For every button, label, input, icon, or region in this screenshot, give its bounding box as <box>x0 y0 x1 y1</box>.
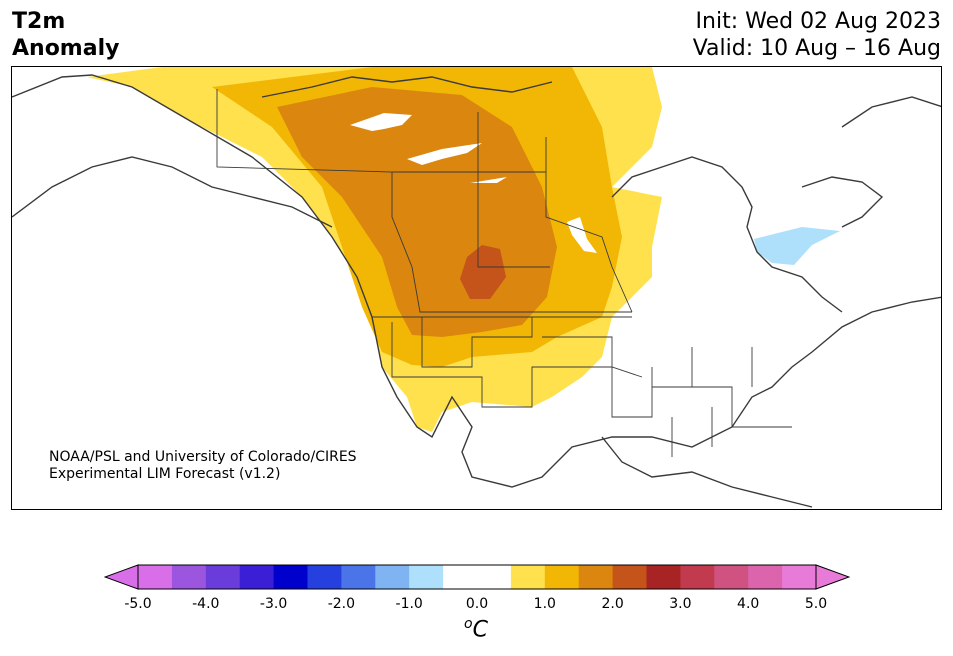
colorbar-segment <box>748 565 783 589</box>
colorbar <box>104 564 850 590</box>
great-slave-lake <box>407 143 482 165</box>
colorbar-segment <box>375 565 410 589</box>
colorbar-segment <box>680 565 715 589</box>
data-credit: NOAA/PSL and University of Colorado/CIRE… <box>49 449 357 483</box>
colorbar-outline <box>137 564 817 590</box>
colorbar-segment <box>205 565 241 589</box>
colorbar-under-arrow <box>104 564 139 590</box>
colorbar-segment <box>477 565 512 589</box>
units-degree: o <box>464 616 473 632</box>
colorbar-tick-label: 3.0 <box>669 596 692 612</box>
init-date: Init: Wed 02 Aug 2023 <box>695 9 941 34</box>
colorbar-segment <box>714 565 749 589</box>
colorbar-segment <box>646 565 681 589</box>
colorbar-tick-label: -5.0 <box>124 596 152 612</box>
title-line-variable: T2m <box>12 9 66 34</box>
colorbar-segment <box>544 565 580 589</box>
colorbar-tick-label: 2.0 <box>601 596 624 612</box>
colorbar-segment <box>612 565 647 589</box>
colorbar-segment <box>239 565 275 589</box>
units-label: oC <box>464 616 488 642</box>
lake-athabasca <box>470 177 507 183</box>
colorbar-tick-label: -2.0 <box>327 596 356 612</box>
units-letter: C <box>472 617 488 643</box>
colorbar-tick-label: 0.0 <box>465 596 489 612</box>
anomaly-band-2.0-2.5 <box>460 245 506 299</box>
colorbar-segment <box>510 565 546 589</box>
colorbar-segment <box>578 565 614 589</box>
political-borders <box>216 89 792 457</box>
colorbar-tick-label: -4.0 <box>192 596 220 612</box>
colorbar-segment <box>273 565 308 589</box>
colorbar-tick-label: -1.0 <box>395 596 423 612</box>
colorbar-tick-label: 1.0 <box>533 596 556 612</box>
colorbar-segment <box>171 565 207 589</box>
colorbar-tick-label: 4.0 <box>737 596 760 612</box>
colorbar-segment <box>138 565 173 589</box>
valid-date: Valid: 10 Aug – 16 Aug <box>692 36 941 61</box>
title-line-anomaly: Anomaly <box>12 36 120 61</box>
great-bear-lake <box>350 113 412 131</box>
coastline <box>12 74 941 508</box>
map-canvas <box>12 67 941 508</box>
colorbar-segment <box>782 565 817 589</box>
colorbar-tick-labels: -5.0 -4.0 -3.0 -2.0 -1.0 0.0 1.0 2.0 3.0 4.0 5.0 <box>0 596 953 616</box>
colorbar-segment <box>409 565 444 589</box>
lake-winnipeg <box>567 217 597 253</box>
credit-line-1: NOAA/PSL and University of Colorado/CIRE… <box>49 449 357 465</box>
credit-line-2: Experimental LIM Forecast (v1.2) <box>49 466 281 482</box>
colorbar-over-arrow <box>815 564 850 590</box>
colorbar-tick-label: -3.0 <box>259 596 288 612</box>
colorbar-segment <box>307 565 342 589</box>
anomaly-map <box>11 66 942 510</box>
colorbar-segment <box>443 565 478 589</box>
map-title: T2m Anomaly <box>12 8 119 62</box>
forecast-dates: Init: Wed 02 Aug 2023 Valid: 10 Aug – 16… <box>693 8 941 62</box>
colorbar-tick-label: 5.0 <box>804 596 828 612</box>
cool-anomaly-patch <box>754 227 840 265</box>
colorbar-segments <box>138 565 817 589</box>
colorbar-segment <box>341 565 376 589</box>
